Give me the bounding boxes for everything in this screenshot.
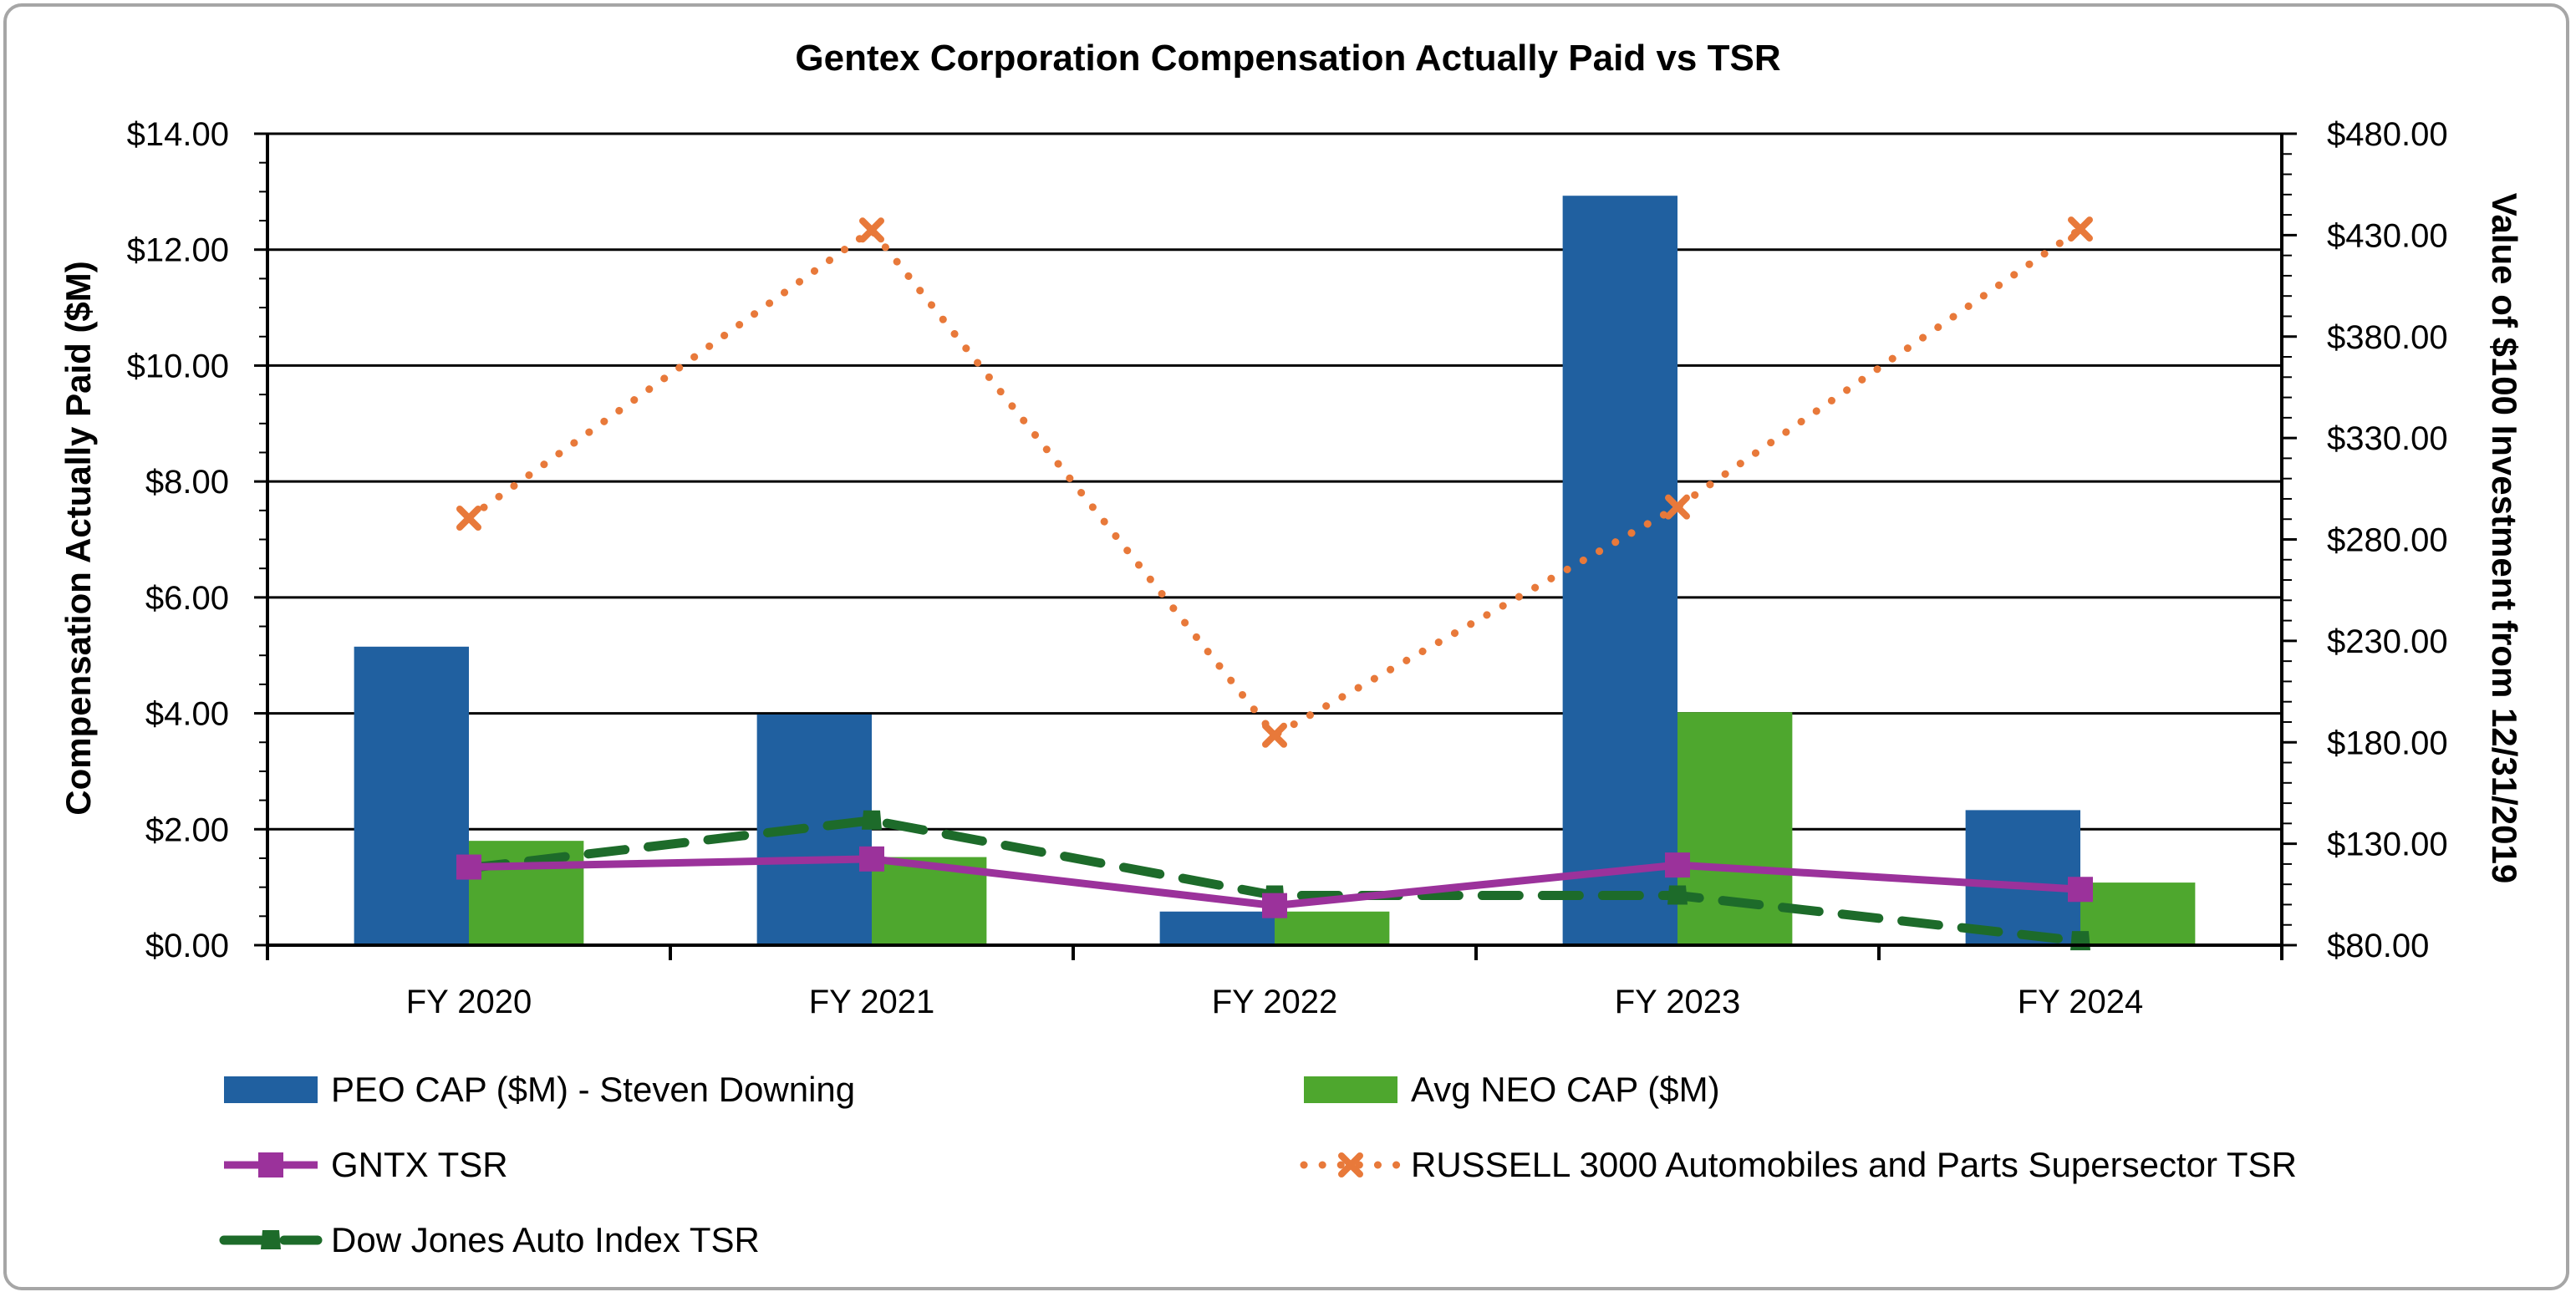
x-tick-label: FY 2023 — [1615, 984, 1741, 1020]
y2-tick-label: $280.00 — [2327, 522, 2448, 559]
y2-axis-title: Value of $100 Investment from 12/31/2019 — [2485, 193, 2524, 883]
marker-russell-3000-tsr — [859, 217, 884, 243]
marker-gntx-tsr — [456, 854, 481, 880]
line-russell-3000-tsr — [465, 225, 2085, 740]
legend-avg-neo-cap: Avg NEO CAP ($M) — [1304, 1070, 1720, 1109]
marker-russell-3000-tsr-shape — [1665, 494, 1690, 520]
y2-tick-label: $80.00 — [2327, 928, 2429, 964]
y-tick-label: $8.00 — [145, 464, 229, 501]
y-tick-label: $6.00 — [145, 580, 229, 617]
legend-russell-3000-tsr: RUSSELL 3000 Automobiles and Parts Super… — [1300, 1145, 2297, 1184]
x-tick-label: FY 2021 — [809, 984, 935, 1020]
y-tick-label: $10.00 — [127, 348, 229, 384]
x-tick-label: FY 2020 — [406, 984, 532, 1020]
bar-peo-cap — [1562, 196, 1677, 945]
y2-tick-label: $180.00 — [2327, 725, 2448, 761]
bar-avg-neo-cap — [2080, 882, 2196, 945]
gridlines — [267, 132, 2282, 831]
marker-gntx-tsr — [1665, 852, 1690, 878]
legend-gntx-tsr-label: GNTX TSR — [331, 1145, 508, 1184]
bar-series-group — [354, 196, 2196, 945]
legend-dow-jones-auto-tsr-marker — [261, 1230, 281, 1249]
legend-dow-jones-auto-tsr-label: Dow Jones Auto Index TSR — [331, 1220, 760, 1259]
axes-group — [254, 132, 2297, 960]
marker-russell-3000-tsr-shape — [456, 506, 481, 532]
bar-peo-cap — [1965, 810, 2080, 945]
x-tick-label: FY 2022 — [1212, 984, 1338, 1020]
marker-russell-3000-tsr-shape — [859, 217, 884, 243]
marker-gntx-tsr — [859, 846, 884, 872]
y-tick-label: $0.00 — [145, 928, 229, 964]
legend-russell-3000-tsr-label: RUSSELL 3000 Automobiles and Parts Super… — [1411, 1145, 2297, 1184]
legend-gntx-tsr: GNTX TSR — [224, 1145, 508, 1184]
marker-russell-3000-tsr-shape — [1262, 722, 1287, 748]
marker-russell-3000-tsr — [456, 506, 481, 532]
bar-avg-neo-cap — [1275, 911, 1390, 945]
marker-gntx-tsr — [1262, 893, 1287, 918]
legend-peo-cap: PEO CAP ($M) - Steven Downing — [224, 1070, 855, 1109]
legend-russell-3000-tsr-marker-shape — [1338, 1152, 1363, 1177]
y2-tick-label: $330.00 — [2327, 420, 2448, 457]
y2-tick-label: $430.00 — [2327, 217, 2448, 254]
legend-peo-cap-label: PEO CAP ($M) - Steven Downing — [331, 1070, 855, 1109]
marker-russell-3000-tsr — [2068, 216, 2093, 242]
marker-dow-jones-auto-tsr — [2070, 931, 2090, 951]
marker-gntx-tsr — [2068, 877, 2093, 903]
marker-russell-3000-tsr — [1262, 722, 1287, 748]
line-series-group — [456, 216, 2093, 951]
legend-gntx-tsr-marker — [258, 1152, 283, 1177]
legend: PEO CAP ($M) - Steven Downing Avg NEO CAP… — [219, 1070, 2297, 1259]
y2-tick-label: $130.00 — [2327, 827, 2448, 863]
y-tick-label: $12.00 — [127, 232, 229, 269]
y-tick-label: $14.00 — [127, 116, 229, 153]
x-tick-label: FY 2024 — [2018, 984, 2144, 1020]
y2-tick-label: $480.00 — [2327, 116, 2448, 153]
bar-peo-cap — [354, 646, 469, 945]
y-axis-title: Compensation Actually Paid ($M) — [59, 261, 98, 816]
legend-avg-neo-cap-swatch — [1304, 1076, 1397, 1103]
y-tick-label: $4.00 — [145, 696, 229, 733]
marker-dow-jones-auto-tsr — [1667, 885, 1688, 905]
tick-labels-group: $0.00 $2.00 $4.00 $6.00 $8.00 $10.00 $12.00 $14… — [127, 116, 2448, 1020]
legend-avg-neo-cap-label: Avg NEO CAP ($M) — [1411, 1070, 1720, 1109]
y-tick-label: $2.00 — [145, 811, 229, 848]
bar-peo-cap — [1159, 911, 1275, 945]
bar-avg-neo-cap — [1677, 712, 1793, 945]
marker-russell-3000-tsr — [1665, 494, 1690, 520]
y2-tick-label: $230.00 — [2327, 623, 2448, 660]
marker-dow-jones-auto-tsr — [862, 810, 882, 830]
legend-russell-3000-tsr-marker — [1338, 1152, 1363, 1177]
marker-russell-3000-tsr-shape — [2068, 216, 2093, 242]
y2-tick-label: $380.00 — [2327, 319, 2448, 356]
legend-peo-cap-swatch — [224, 1076, 318, 1103]
chart-title: Gentex Corporation Compensation Actually… — [795, 38, 1780, 79]
legend-dow-jones-auto-tsr: Dow Jones Auto Index TSR — [219, 1220, 760, 1259]
